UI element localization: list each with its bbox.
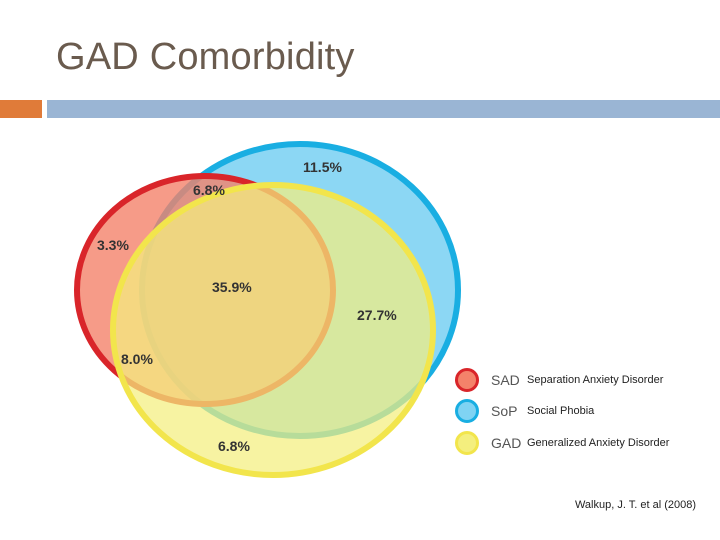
legend-item-sop: SoP Social Phobia bbox=[455, 398, 594, 424]
slide-title: GAD Comorbidity bbox=[56, 36, 355, 78]
legend-item-gad: GAD Generalized Anxiety Disorder bbox=[455, 430, 669, 456]
legend-label-sad: Separation Anxiety Disorder bbox=[527, 374, 664, 386]
region-label-all-three: 35.9% bbox=[212, 279, 252, 295]
citation: Walkup, J. T. et al (2008) bbox=[574, 499, 696, 511]
legend-abbr-sop: SoP bbox=[491, 403, 518, 419]
sop-swatch-icon bbox=[455, 399, 479, 423]
region-label-sad-gad: 8.0% bbox=[121, 351, 153, 367]
legend-item-sad: SAD Separation Anxiety Disorder bbox=[455, 367, 663, 393]
legend-label-sop: Social Phobia bbox=[527, 405, 595, 417]
region-label-sad-only: 3.3% bbox=[97, 237, 129, 253]
legend-abbr-gad: GAD bbox=[491, 435, 522, 451]
legend-label-gad: Generalized Anxiety Disorder bbox=[527, 437, 670, 449]
region-label-sad-sop: 6.8% bbox=[193, 182, 225, 198]
region-label-sop-gad: 27.7% bbox=[357, 307, 397, 323]
legend-abbr-sad: SAD bbox=[491, 372, 520, 388]
accent-bar-left bbox=[0, 100, 42, 118]
gad-swatch-icon bbox=[455, 431, 479, 455]
region-label-sop-only: 11.5% bbox=[303, 159, 342, 175]
accent-bar-right bbox=[47, 100, 720, 118]
region-label-gad-only: 6.8% bbox=[218, 438, 250, 454]
sad-swatch-icon bbox=[455, 368, 479, 392]
gad-circle bbox=[110, 182, 436, 478]
